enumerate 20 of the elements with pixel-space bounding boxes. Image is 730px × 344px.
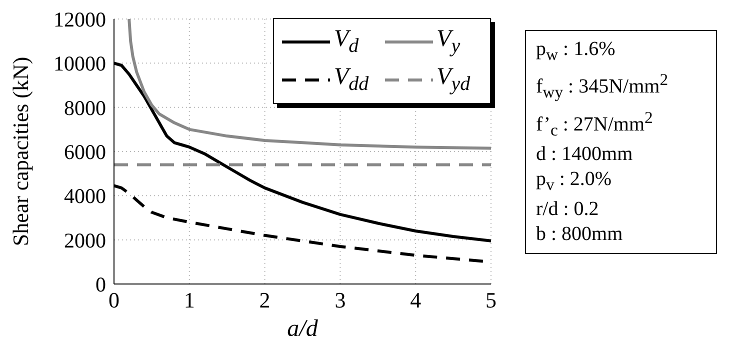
legend-label: V$_{yd}$	[436, 64, 470, 96]
y-tick-label: 2000	[64, 228, 106, 252]
legend-label: V$_{dd}$	[334, 64, 369, 96]
legend-label: V$_{y}$	[436, 26, 460, 58]
y-tick-label: 0	[96, 272, 106, 296]
y-tick-label: 6000	[64, 140, 106, 164]
x-axis-title: a/d	[287, 316, 319, 342]
legend-label: V$_{d}$	[334, 26, 359, 58]
y-tick-label: 10000	[54, 52, 106, 76]
x-tick-label: 3	[334, 288, 346, 313]
line-series	[128, 19, 491, 150]
x-tick-label: 1	[184, 288, 195, 313]
y-tick-label: 12000	[54, 7, 106, 32]
y-tick-label: 8000	[64, 96, 106, 120]
y-axis-title: Shear capacities (kN)	[8, 56, 33, 246]
x-tick-label: 4	[410, 288, 422, 313]
y-tick-label: 4000	[64, 184, 106, 208]
x-tick-label: 5	[486, 288, 496, 313]
x-tick-label: 2	[259, 288, 270, 313]
parameter-box: p$_{w}$ : 1.6% f$_{wy}$ : 345N/mm$^{2}$ f’$_{c}$ : 27N/mm$^{2}$ d : 1400mm p$_{v}$ : 2.0% r/d : 0.2 b : 800mm	[525, 30, 717, 254]
